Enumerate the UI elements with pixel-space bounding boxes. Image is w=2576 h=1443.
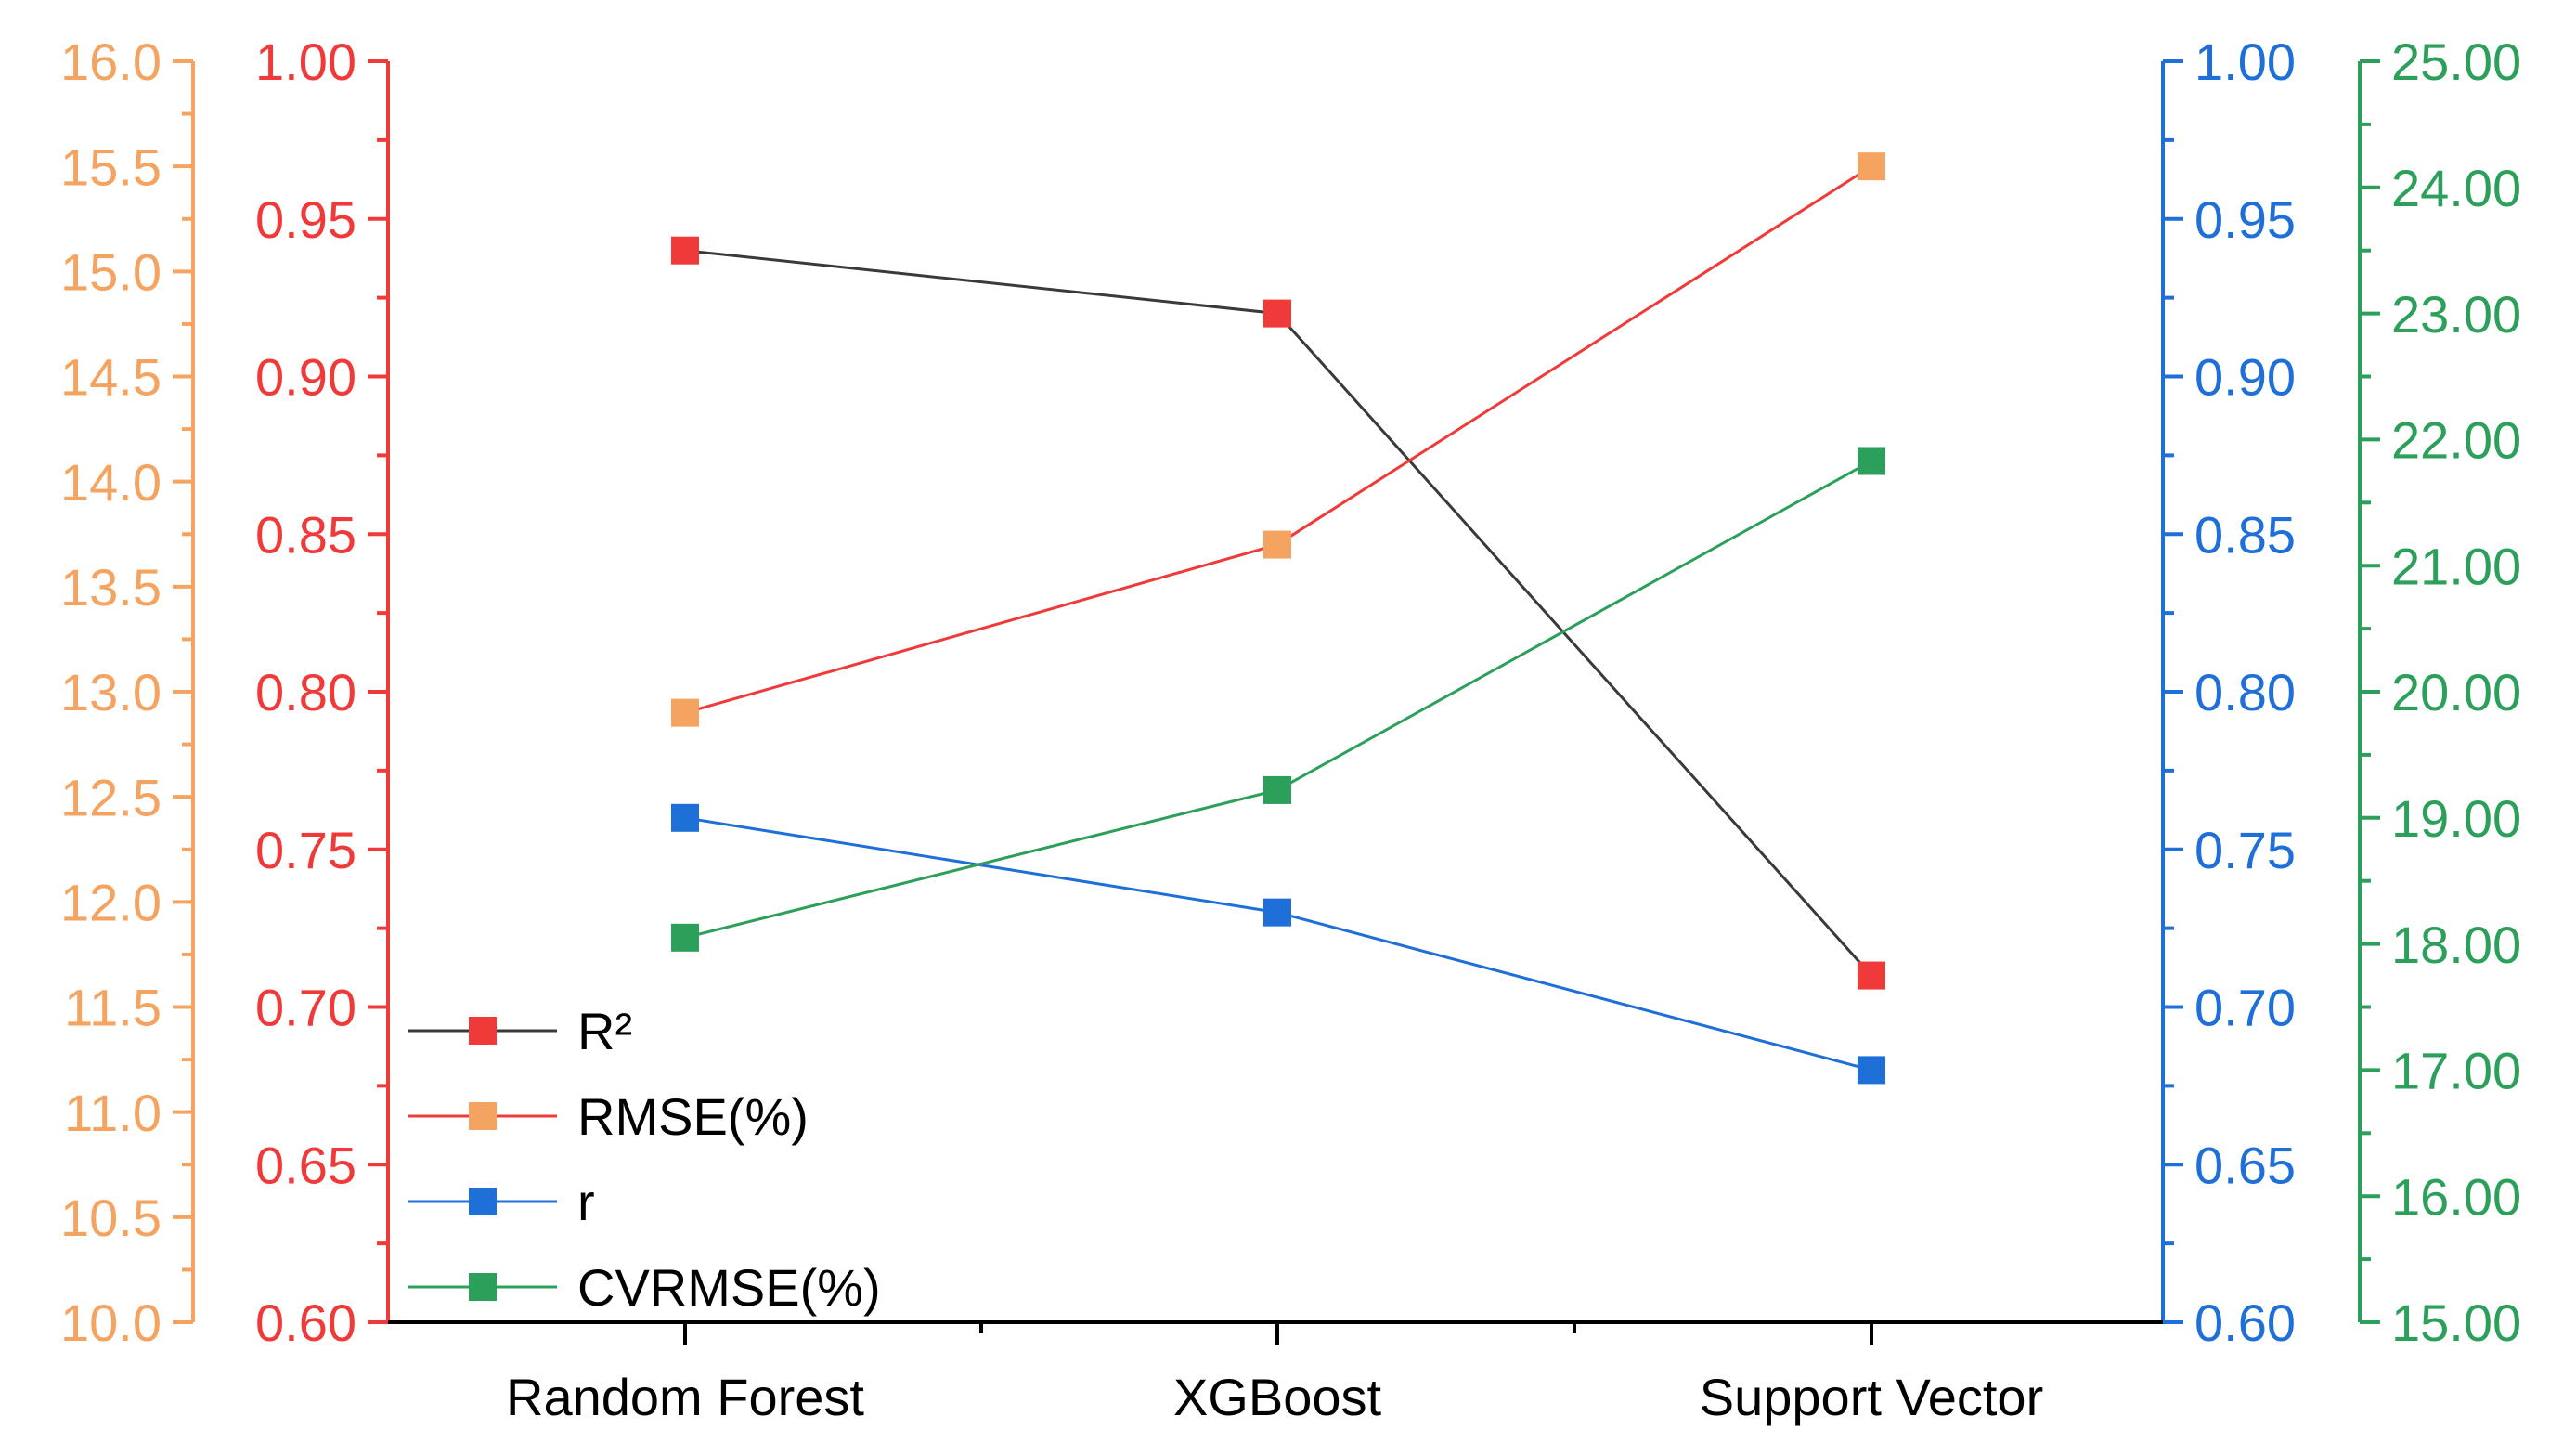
rmse-tick-label: 10.5 (60, 1189, 162, 1247)
r-tick-label: 0.80 (2194, 663, 2296, 722)
rmse-tick-label: 11.0 (64, 1084, 162, 1142)
x-tick-label: Random Forest (506, 1368, 864, 1426)
r-tick-label: 0.90 (2194, 348, 2296, 407)
r2-tick-label: 0.60 (255, 1294, 356, 1352)
legend-label: RMSE(%) (577, 1087, 809, 1146)
rmse-tick-label: 12.0 (60, 873, 162, 931)
cvrmse-tick-label: 17.00 (2391, 1042, 2521, 1100)
rmse-tick-label: 13.0 (60, 663, 162, 722)
cvrmse-tick-label: 24.00 (2391, 159, 2521, 217)
rmse-tick-label: 12.5 (60, 768, 162, 826)
legend-marker (469, 1102, 497, 1130)
data-point (671, 236, 699, 265)
r-tick-label: 1.00 (2194, 32, 2296, 91)
cvrmse-tick-label: 25.00 (2391, 32, 2521, 91)
r-tick-label: 0.70 (2194, 979, 2296, 1037)
cvrmse-tick-label: 21.00 (2391, 537, 2521, 595)
cvrmse-tick-label: 20.00 (2391, 663, 2521, 722)
x-tick-label: XGBoost (1173, 1368, 1382, 1426)
data-point (671, 803, 699, 832)
r2-tick-label: 0.95 (255, 190, 356, 249)
r2-tick-label: 0.75 (255, 821, 356, 879)
rmse-tick-label: 15.0 (60, 242, 162, 301)
r2-tick-label: 0.80 (255, 663, 356, 722)
rmse-tick-label: 14.0 (60, 453, 162, 512)
legend-marker (469, 1188, 497, 1216)
r2-tick-label: 0.90 (255, 348, 356, 407)
axes: 10.0 10.5 11.0 11.5 12.0 12.5 13.0 13.5 14.0 14.5… (60, 32, 2521, 1426)
legend-marker (469, 1273, 497, 1301)
rmse-tick-label: 16.0 (60, 32, 162, 91)
rmse-tick-label: 10.0 (60, 1294, 162, 1352)
data-point (1263, 775, 1291, 804)
r-tick-label: 0.65 (2194, 1136, 2296, 1194)
r2-tick-label: 0.85 (255, 505, 356, 564)
x-tick-label: Support Vector (1700, 1368, 2043, 1426)
cvrmse-tick-label: 16.00 (2391, 1167, 2521, 1226)
rmse-tick-label: 15.5 (60, 137, 162, 196)
series-line-1 (684, 164, 1872, 715)
r-tick-label: 0.95 (2194, 190, 2296, 249)
data-point (1263, 299, 1291, 328)
legend-marker (469, 1017, 497, 1045)
legend-label: R² (577, 1002, 632, 1060)
r2-tick-label: 0.65 (255, 1136, 356, 1194)
cvrmse-tick-label: 15.00 (2391, 1294, 2521, 1352)
data-point (1858, 1056, 1885, 1085)
data-point (1263, 898, 1291, 927)
r2-tick-label: 0.70 (255, 979, 356, 1037)
legend-label: CVRMSE(%) (577, 1258, 881, 1317)
rmse-tick-label: 14.5 (60, 348, 162, 407)
data-point (671, 923, 699, 952)
cvrmse-tick-label: 18.00 (2391, 916, 2521, 974)
cvrmse-tick-label: 22.00 (2391, 411, 2521, 470)
cvrmse-tick-label: 23.00 (2391, 285, 2521, 344)
data-point (1858, 152, 1885, 181)
rmse-tick-label: 13.5 (60, 558, 162, 617)
data-point (671, 698, 699, 727)
series-line-0 (684, 249, 1873, 977)
legend-label: r (577, 1173, 595, 1231)
rmse-tick-label: 11.5 (64, 979, 162, 1037)
r2-tick-label: 1.00 (255, 32, 356, 91)
data-point (1858, 447, 1885, 475)
r-tick-label: 0.75 (2194, 821, 2296, 879)
r-tick-label: 0.60 (2194, 1294, 2296, 1352)
cvrmse-tick-label: 19.00 (2391, 789, 2521, 848)
data-point (1263, 530, 1291, 559)
series-line-2 (684, 816, 1872, 1072)
data-point (1858, 961, 1885, 990)
legend: R² RMSE(%) r CVRMSE(%) (408, 1002, 881, 1317)
r-tick-label: 0.85 (2194, 505, 2296, 564)
series (671, 152, 1885, 1085)
